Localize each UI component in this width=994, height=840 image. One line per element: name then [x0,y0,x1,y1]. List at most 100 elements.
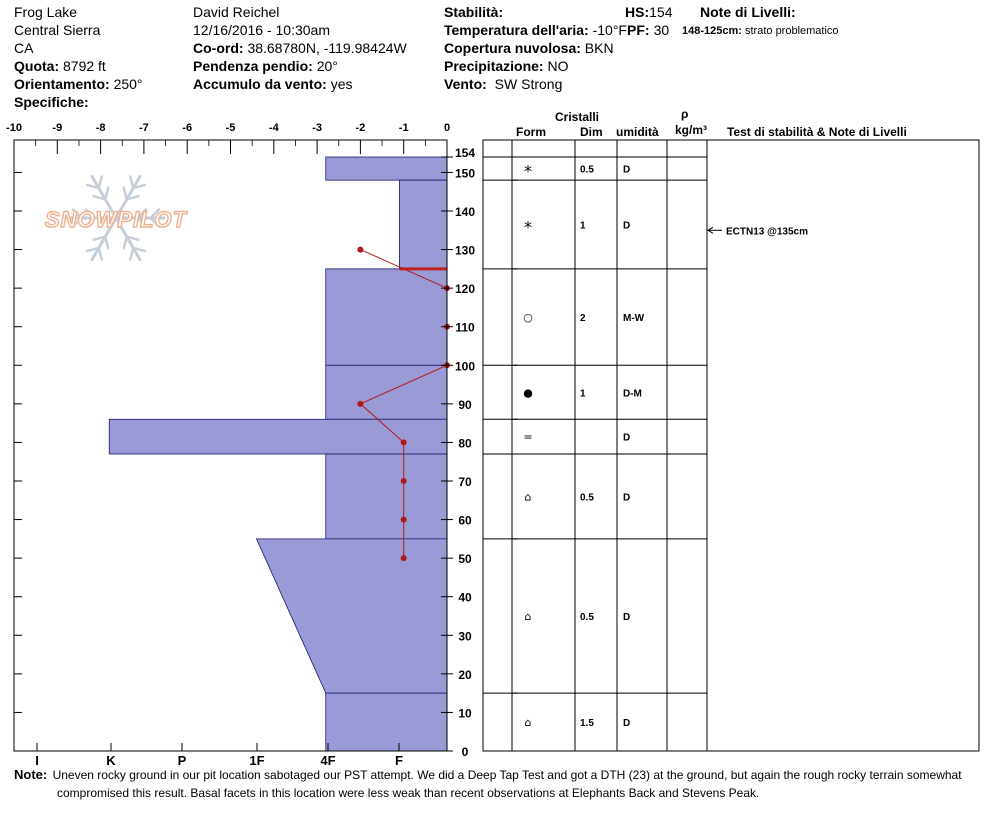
snowflake-branch [125,235,140,242]
temp-tick-label: -10 [6,122,22,134]
snowflake-branch [92,194,107,201]
hardness-bar [255,538,448,694]
temp-tick-label: 0 [444,122,450,134]
state: CA [14,40,34,56]
temp-tick-label: -7 [139,122,149,134]
temp-tick-label: -1 [399,122,409,134]
elevation-value: 8792 ft [63,58,106,74]
snowflake-branch [84,216,96,228]
depth-tick-label: 100 [455,359,475,373]
elevation-label: Quota: [14,58,60,74]
size-header: Dim [580,125,603,139]
snowflake-branch [71,216,83,228]
coord-label: Co-ord: [193,40,244,56]
temp-tick-label: -3 [312,122,322,134]
snowflake-branch [122,235,129,250]
moisture: D [623,718,630,729]
air-temperature: Temperatura dell'aria: -10°F [444,22,627,38]
form-header: Form [516,125,546,139]
pf-label: PF: [627,22,650,38]
hardness-tick-label: P [178,753,187,768]
snowflake-branch [71,208,83,220]
depth-tick-label: 154 [455,146,475,160]
layer-notes-label: Note di Livelli: [700,4,796,20]
depth-tick-label: 40 [458,591,472,605]
aspect-value: 250° [113,76,143,92]
hardness-tick-label: 4F [320,753,335,768]
depth-tick-label: 150 [455,166,475,180]
depth-tick-label: 120 [455,282,475,296]
temperature-point [400,555,407,562]
depth-tick-label: 110 [455,321,475,335]
crystal-form: * [524,218,532,237]
slope-label: Pendenza pendio: [193,58,313,74]
crystal-form: ● [523,386,533,399]
aspect-label: Orientamento: [14,76,110,92]
stability-label: Stabilità: [444,4,504,20]
snowflake-arm [114,174,142,220]
moisture: D-M [623,388,642,399]
coord-value: 38.68780N, -119.98424W [247,40,407,56]
observer: David Reichel [193,4,280,20]
temperature-point [400,439,407,446]
precip-label: Precipitazione: [444,58,544,74]
depth-tick-label: 130 [455,244,475,258]
elevation: Quota: 8792 ft [14,58,106,74]
snowflake-branch [97,175,104,190]
crystal-size: 0.5 [580,612,594,623]
datetime: 12/16/2016 - 10:30am [193,22,330,38]
slope: Pendenza pendio: 20° [193,58,338,74]
snowflake-branch [149,216,161,228]
temperature-point [400,516,407,523]
hardness-tick-label: K [106,753,116,768]
wind-loading-label: Accumulo da vento: [193,76,327,92]
temperature-point [400,478,407,484]
snowflake-branch [125,194,140,201]
crystal-size: 0.5 [580,165,594,176]
snowflake-branch [92,235,107,242]
temp-tick-label: -4 [269,122,280,134]
snowflake-branch [103,186,110,201]
snowflake-branch [136,216,148,228]
hardness-bar [398,179,448,270]
temperature-point [357,246,364,253]
cloud-label: Copertura nuvolosa: [444,40,581,56]
cloud-value: BKN [584,40,614,56]
temp-tick-label: -5 [226,122,236,134]
stability-test-arrowhead [707,226,714,234]
moisture: M-W [623,313,645,324]
note: Note: Uneven rocky ground in our pit loc… [14,765,989,785]
location: Frog Lake [14,4,78,20]
snowflake-branch [132,246,147,253]
stability-notes-header: Test di stabilità & Note di Livelli [727,125,907,139]
hs-label: HS: [625,4,650,20]
crystals-header: Cristalli [555,110,600,124]
crystal-size: 1 [580,221,586,232]
note-line2: compromised this result. Basal facets in… [57,786,760,800]
depth-tick-label: 0 [462,745,469,759]
layer-note-range: 148-125cm: [682,25,742,37]
snowflake-branch [136,208,148,220]
temperature-point [357,400,364,407]
moisture: D [623,612,630,623]
snowflake-branch [84,208,96,220]
snowflake-arm [114,216,142,262]
crystal-form: * [524,162,532,181]
aspect: Orientamento: 250° [14,76,143,92]
crystal-form: ○ [523,311,533,324]
crystal-size: 2 [580,313,586,324]
air-temp-label: Temperatura dell'aria: [444,22,589,38]
density-unit-header: kg/m³ [675,123,708,137]
wind-loading: Accumulo da vento: yes [193,76,352,92]
snowflake-arm [90,216,118,262]
snowpilot-logo: SNOWPILOT [44,174,187,262]
depth-tick-label: 30 [458,629,472,643]
crystal-form: ⌂ [525,610,532,623]
depth-tick-label: 50 [458,552,472,566]
crystal-form: ⌂ [525,490,532,503]
hardness-bar [325,453,448,540]
crystal-size: 1.5 [580,718,594,729]
note-line2-wrap: compromised this result. Basal facets in… [57,784,987,803]
depth-tick-label: 90 [458,398,472,412]
